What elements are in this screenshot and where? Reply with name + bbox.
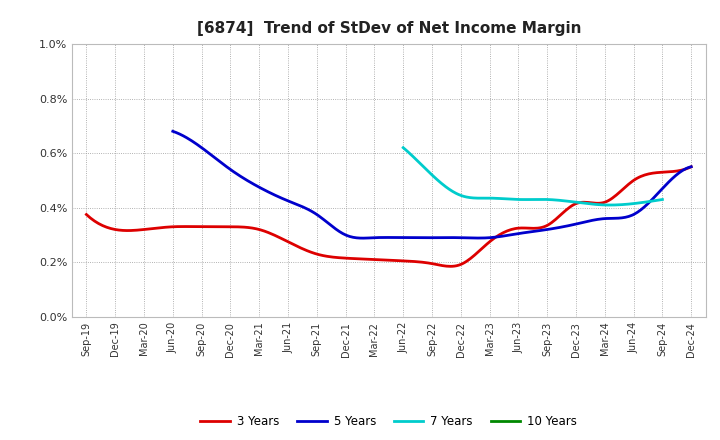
Title: [6874]  Trend of StDev of Net Income Margin: [6874] Trend of StDev of Net Income Marg…	[197, 21, 581, 36]
3 Years	[632, 176, 641, 181]
7 Years	[553, 198, 562, 203]
5 Years	[359, 235, 368, 241]
7 Years	[618, 202, 627, 207]
5 Years	[607, 216, 616, 221]
5 Years	[477, 235, 486, 241]
7 Years	[557, 198, 566, 203]
5 Years	[479, 235, 487, 241]
3 Years	[446, 264, 455, 269]
3 Years	[687, 164, 696, 169]
3 Years	[82, 212, 91, 217]
5 Years	[687, 164, 696, 169]
3 Years	[594, 201, 603, 206]
Legend: 3 Years, 5 Years, 7 Years, 10 Years: 3 Years, 5 Years, 7 Years, 10 Years	[196, 410, 582, 433]
3 Years	[440, 263, 449, 268]
7 Years	[606, 202, 614, 208]
5 Years	[170, 129, 179, 135]
Line: 7 Years: 7 Years	[403, 148, 662, 205]
7 Years	[658, 197, 667, 202]
3 Years	[454, 263, 463, 268]
5 Years	[640, 204, 649, 209]
3 Years	[442, 264, 451, 269]
5 Years	[487, 235, 496, 240]
7 Years	[634, 200, 643, 205]
Line: 5 Years: 5 Years	[173, 131, 691, 238]
5 Years	[168, 128, 177, 134]
7 Years	[552, 198, 561, 203]
7 Years	[399, 145, 408, 150]
Line: 3 Years: 3 Years	[86, 167, 691, 266]
3 Years	[84, 214, 93, 219]
7 Years	[400, 146, 408, 151]
